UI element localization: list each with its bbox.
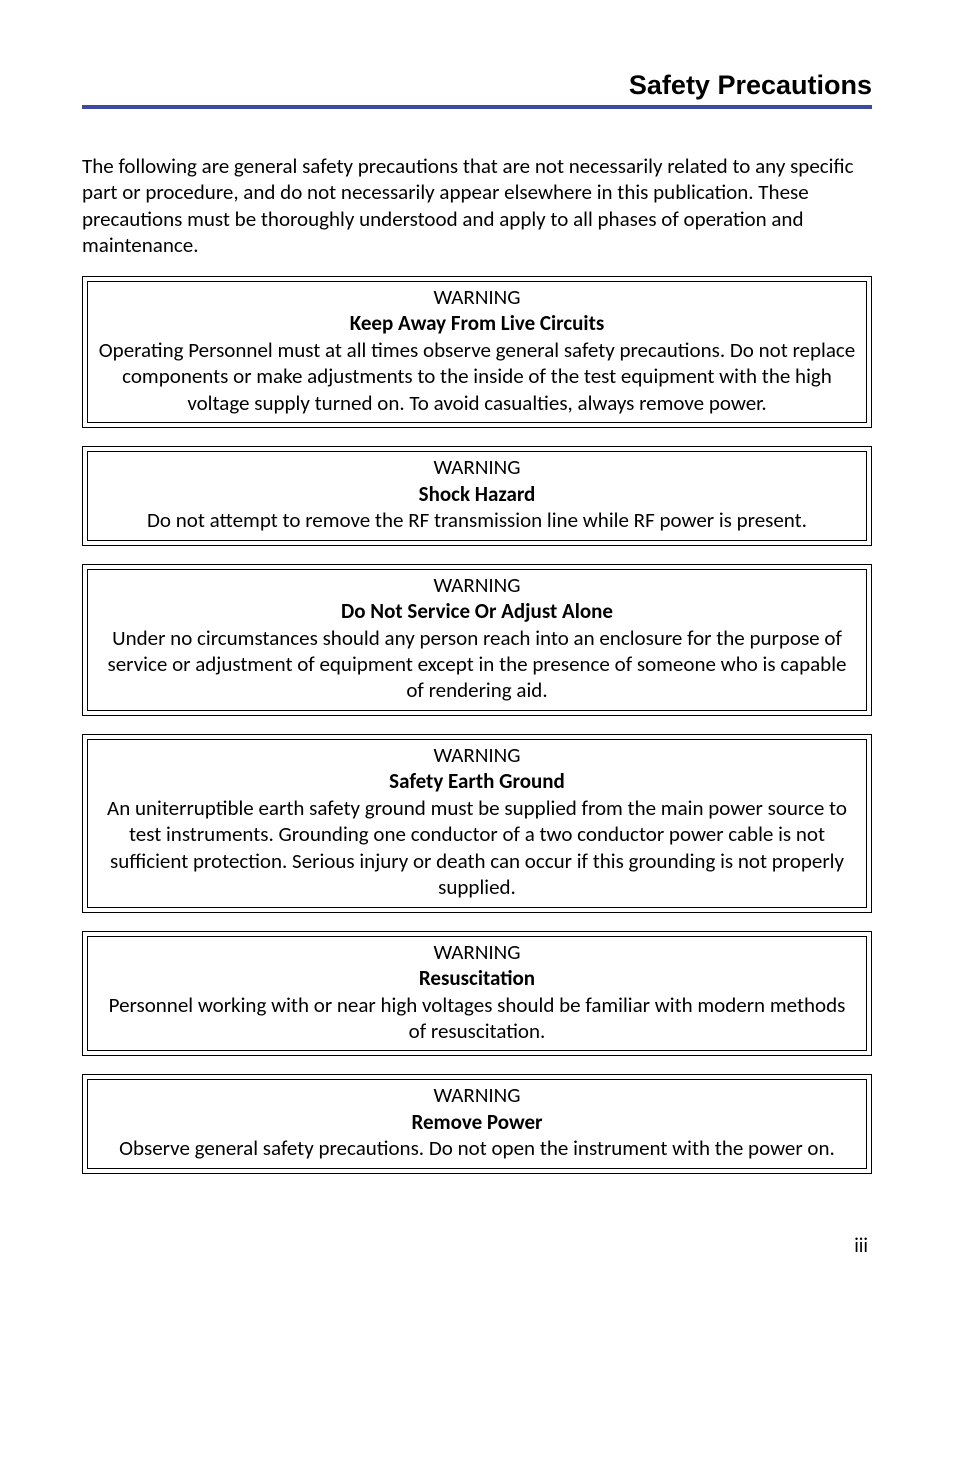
warning-inner: WARNINGResuscitationPersonnel working wi…	[87, 936, 867, 1052]
warning-box: WARNINGDo Not Service Or Adjust AloneUnd…	[82, 564, 872, 716]
warning-label: WARNING	[98, 454, 856, 480]
warning-heading: Safety Earth Ground	[98, 768, 856, 794]
warning-box: WARNINGResuscitationPersonnel working wi…	[82, 931, 872, 1057]
warning-label: WARNING	[98, 572, 856, 598]
warning-body: Do not attempt to remove the RF transmis…	[98, 507, 856, 533]
warning-inner: WARNINGKeep Away From Live CircuitsOpera…	[87, 281, 867, 423]
warning-label: WARNING	[98, 742, 856, 768]
warning-body: Operating Personnel must at all times ob…	[98, 337, 856, 416]
page-title: Safety Precautions	[82, 70, 872, 103]
warnings-list: WARNINGKeep Away From Live CircuitsOpera…	[82, 276, 872, 1174]
warning-body: Under no circumstances should any person…	[98, 625, 856, 704]
warning-inner: WARNINGSafety Earth GroundAn uniterrupti…	[87, 739, 867, 908]
intro-paragraph: The following are general safety precaut…	[82, 153, 872, 258]
warning-box: WARNINGShock HazardDo not attempt to rem…	[82, 446, 872, 545]
warning-body: Observe general safety precautions. Do n…	[98, 1135, 856, 1161]
warning-box: WARNINGSafety Earth GroundAn uniterrupti…	[82, 734, 872, 913]
warning-label: WARNING	[98, 1082, 856, 1108]
warning-body: An uniterruptible earth safety ground mu…	[98, 795, 856, 901]
warning-inner: WARNINGShock HazardDo not attempt to rem…	[87, 451, 867, 540]
warning-box: WARNINGKeep Away From Live CircuitsOpera…	[82, 276, 872, 428]
title-rule	[82, 105, 872, 109]
warning-heading: Keep Away From Live Circuits	[98, 310, 856, 336]
warning-heading: Shock Hazard	[98, 481, 856, 507]
page-number: iii	[82, 1234, 872, 1258]
header-section: Safety Precautions	[82, 70, 872, 109]
warning-inner: WARNINGDo Not Service Or Adjust AloneUnd…	[87, 569, 867, 711]
warning-label: WARNING	[98, 939, 856, 965]
warning-label: WARNING	[98, 284, 856, 310]
warning-body: Personnel working with or near high volt…	[98, 992, 856, 1045]
warning-inner: WARNINGRemove PowerObserve general safet…	[87, 1079, 867, 1168]
warning-heading: Resuscitation	[98, 965, 856, 991]
warning-heading: Remove Power	[98, 1109, 856, 1135]
warning-heading: Do Not Service Or Adjust Alone	[98, 598, 856, 624]
warning-box: WARNINGRemove PowerObserve general safet…	[82, 1074, 872, 1173]
